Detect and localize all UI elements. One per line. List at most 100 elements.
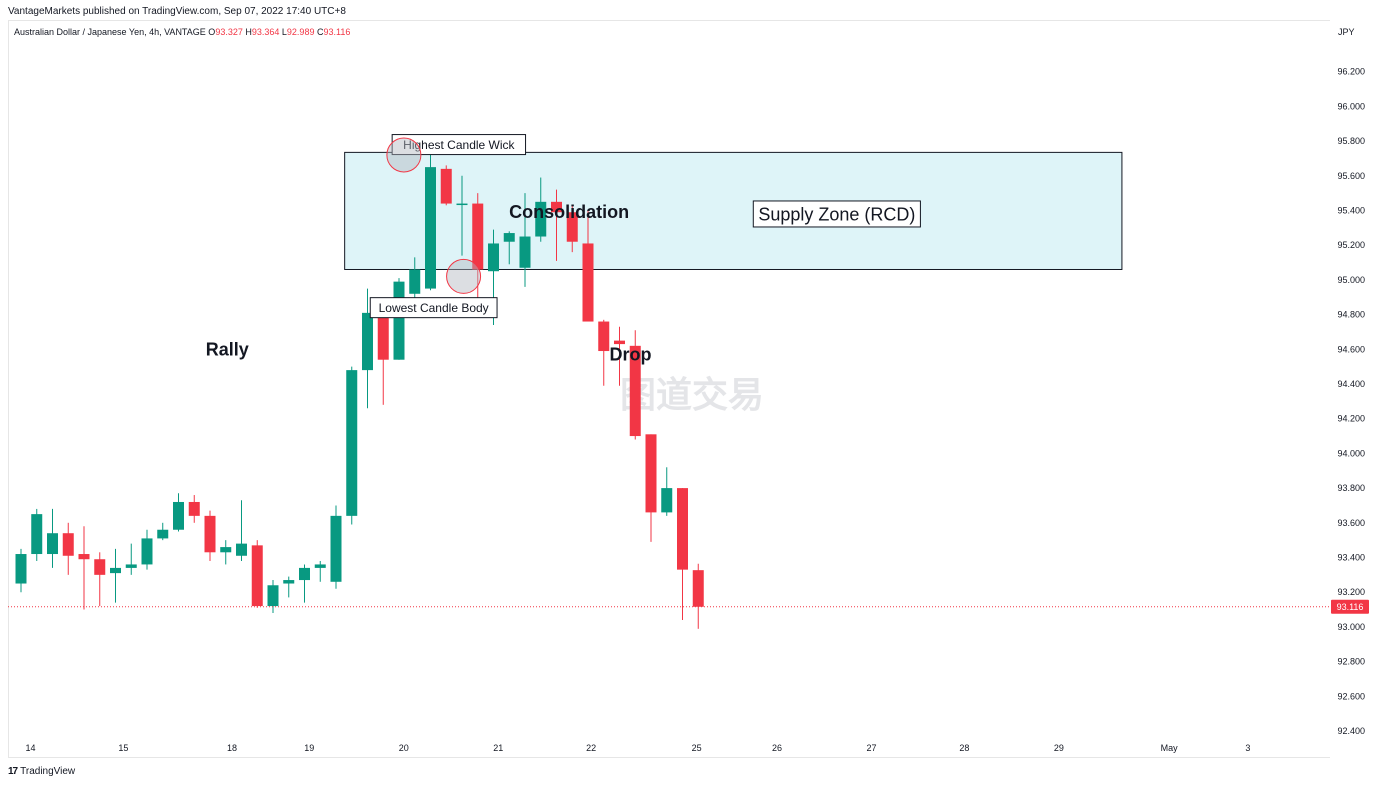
annotation-box <box>752 200 921 228</box>
x-tick-label: 29 <box>1054 743 1064 753</box>
symbol-legend: Australian Dollar / Japanese Yen, 4h, VA… <box>14 27 350 37</box>
annotation-box <box>391 134 527 156</box>
y-tick-label: 92.400 <box>1337 726 1365 736</box>
candle-body <box>31 514 43 555</box>
publisher-header: VantageMarkets published on TradingView.… <box>8 6 346 17</box>
high-label: H <box>245 27 252 37</box>
candle-body <box>330 515 342 582</box>
y-tick-label: 96.000 <box>1337 101 1365 111</box>
candle-body <box>425 167 436 289</box>
candle-body <box>488 243 499 272</box>
x-tick-label: 19 <box>304 743 314 753</box>
y-tick-label: 94.400 <box>1337 379 1365 389</box>
x-tick-label: May <box>1161 743 1179 753</box>
candle-body <box>409 269 421 294</box>
y-tick-label: 95.200 <box>1337 240 1365 250</box>
y-tick-label: 93.600 <box>1337 518 1365 528</box>
candle-body <box>346 370 358 516</box>
annotation-box-text: Lowest Candle Body <box>379 301 489 315</box>
close-value: 93.116 <box>323 27 351 37</box>
candle-body <box>566 212 578 242</box>
candle-body <box>110 567 121 574</box>
y-tick-label: 93.800 <box>1337 483 1365 493</box>
y-tick-label: 93.400 <box>1337 553 1365 563</box>
open-value: 93.327 <box>215 27 243 37</box>
y-tick-label: 93.000 <box>1337 622 1365 632</box>
close-label: C <box>316 27 324 37</box>
x-tick-label: 22 <box>586 743 596 753</box>
y-tick-label: 96.200 <box>1337 67 1365 77</box>
x-tick-label: 18 <box>227 743 237 753</box>
candle-body <box>47 533 58 555</box>
tradingview-mark-icon: 17 <box>8 766 18 777</box>
y-tick-label: 95.400 <box>1337 206 1365 216</box>
candle-body <box>582 243 594 322</box>
candle-body <box>456 203 468 206</box>
x-tick-label: 28 <box>959 743 969 753</box>
y-tick-label: 95.800 <box>1337 136 1365 146</box>
annotation-label: Drop <box>610 345 652 365</box>
x-tick-label: 21 <box>493 743 503 753</box>
x-tick-label: 3 <box>1245 743 1250 753</box>
annotation-circle <box>386 137 422 173</box>
annotation-box-text: Supply Zone (RCD) <box>758 204 915 224</box>
candle-body <box>267 585 279 607</box>
candle-body <box>251 545 263 607</box>
tradingview-logo-text: TradingView <box>20 766 76 777</box>
candle-body <box>629 345 641 437</box>
y-tick-label: 95.600 <box>1337 171 1365 181</box>
y-tick-label: 95.000 <box>1337 275 1365 285</box>
candle-body <box>299 567 310 581</box>
candle-body <box>645 434 657 513</box>
watermark-text: 图道交易 <box>620 374 764 416</box>
annotation-circle <box>446 258 482 294</box>
supply-zone-rect <box>344 151 1123 270</box>
candle-body <box>220 547 232 553</box>
annotation-box <box>369 297 498 319</box>
x-tick-label: 27 <box>866 743 876 753</box>
currency-label: JPY <box>1338 27 1355 37</box>
candle-body <box>377 314 389 360</box>
annotation-label: Rally <box>206 339 249 359</box>
candle-body <box>141 538 153 565</box>
candle-body <box>677 488 688 570</box>
candle-body <box>283 580 295 584</box>
x-tick-label: 14 <box>25 743 35 753</box>
last-price-label: 93.116 <box>1337 602 1364 612</box>
y-tick-label: 94.200 <box>1337 414 1365 424</box>
y-tick-label: 94.000 <box>1337 448 1365 458</box>
candle-body <box>62 533 74 556</box>
candle-body <box>236 543 247 556</box>
candle-body <box>204 515 216 553</box>
y-tick-label: 92.600 <box>1337 691 1365 701</box>
annotation-box-text: Highest Candle Wick <box>403 138 515 152</box>
y-tick-label: 94.800 <box>1337 310 1365 320</box>
candle-body <box>503 233 515 242</box>
tradingview-logo[interactable]: 17 TradingView <box>8 766 75 777</box>
x-tick-label: 20 <box>399 743 409 753</box>
candle-body <box>535 201 547 237</box>
low-value: 92.989 <box>286 27 315 37</box>
y-tick-label: 93.200 <box>1337 587 1365 597</box>
candle-body <box>125 564 137 568</box>
candle-body <box>472 203 484 270</box>
symbol-name: Australian Dollar / Japanese Yen, 4h, VA… <box>14 27 206 37</box>
high-value: 93.364 <box>251 27 280 37</box>
candle-body <box>661 488 673 513</box>
x-tick-label: 26 <box>772 743 782 753</box>
candle-body <box>598 321 610 352</box>
candle-body <box>157 529 169 539</box>
candle-body <box>551 201 562 213</box>
candle-body <box>440 168 452 204</box>
x-tick-label: 15 <box>118 743 128 753</box>
open-label: O <box>208 27 216 37</box>
y-tick-label: 94.600 <box>1337 344 1365 354</box>
candle-body <box>614 340 625 345</box>
candle-body <box>15 554 27 584</box>
candle-body <box>173 501 184 530</box>
candle-body <box>78 554 90 560</box>
low-label: L <box>281 27 287 37</box>
candle-body <box>393 281 405 360</box>
annotation-label: Consolidation <box>509 202 629 222</box>
